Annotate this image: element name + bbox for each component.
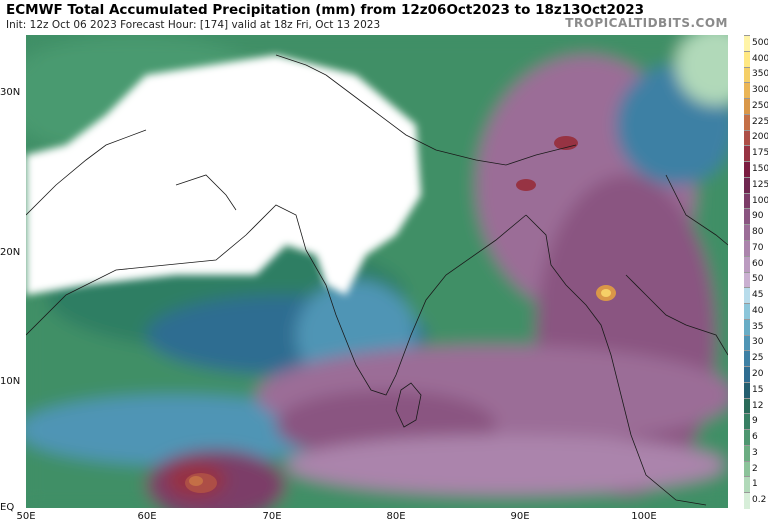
legend-label: 350: [752, 69, 768, 80]
precipitation-map: [26, 35, 728, 508]
credit-watermark: TROPICALTIDBITS.COM: [565, 16, 728, 30]
legend-swatch: [744, 161, 750, 178]
legend-swatch: [744, 239, 750, 257]
legend-label: 40: [752, 305, 764, 316]
legend-swatch: [744, 350, 750, 368]
legend-swatch: [744, 255, 750, 273]
legend-label: 30: [752, 337, 764, 348]
coastlines-borders: [26, 54, 728, 506]
legend-swatch: [744, 66, 750, 84]
legend-swatch: [744, 98, 750, 115]
legend-swatch: [744, 429, 750, 446]
legend-swatch: [744, 413, 750, 431]
legend-label: 50: [752, 274, 764, 285]
precip-color-legend: 500 400 350 300 250 225 200 175 150 125 100 90 80 70 6…: [744, 35, 768, 509]
legend-swatch: [744, 366, 750, 383]
lon-label-70e: 70E: [262, 511, 282, 522]
legend-label: 500: [752, 37, 768, 48]
legend-label: 3: [752, 447, 758, 458]
lon-label-90e: 90E: [510, 511, 530, 522]
legend-label: 60: [752, 258, 764, 269]
heavy-rain-cores: [185, 136, 616, 493]
legend-swatch: [744, 303, 750, 320]
legend-label: 15: [752, 384, 764, 395]
legend-label: 2: [752, 463, 758, 474]
legend-swatch: [744, 460, 750, 478]
legend-swatch: [744, 476, 750, 494]
lon-label-50e: 50E: [16, 511, 36, 522]
legend-swatch: [744, 35, 750, 52]
legend-label: 400: [752, 53, 768, 64]
legend-label: 1: [752, 479, 758, 490]
legend-swatch: [744, 192, 750, 210]
legend-swatch: [744, 50, 750, 68]
legend-label: 12: [752, 400, 764, 411]
legend-label: 250: [752, 100, 768, 111]
legend-label: 200: [752, 132, 768, 143]
legend-swatch: [744, 176, 750, 194]
legend-label: 90: [752, 211, 764, 222]
legend-label: 6: [752, 432, 758, 443]
legend-swatch: [744, 129, 750, 147]
legend-swatch: [744, 208, 750, 226]
legend-swatch: [744, 334, 750, 352]
lat-label-10n: 10N: [0, 376, 21, 387]
legend-label: 300: [752, 85, 768, 96]
lat-label-30n: 30N: [0, 87, 21, 98]
legend-label: 35: [752, 321, 764, 332]
legend-swatch: [744, 271, 750, 289]
lon-label-60e: 60E: [137, 511, 157, 522]
legend-label: 80: [752, 227, 764, 238]
lat-label-20n: 20N: [0, 247, 21, 258]
legend-label: 9: [752, 416, 758, 427]
legend-label: 45: [752, 290, 764, 301]
lat-label-eq: EQ: [0, 502, 15, 513]
legend-label: 100: [752, 195, 768, 206]
legend-swatch: [744, 381, 750, 399]
map-subtitle: Init: 12z Oct 06 2023 Forecast Hour: [17…: [6, 19, 381, 31]
legend-swatch: [744, 318, 750, 336]
legend-label: 150: [752, 164, 768, 175]
legend-label: 175: [752, 148, 768, 159]
legend-label: 70: [752, 242, 764, 253]
legend-swatch: [744, 397, 750, 415]
legend-label: 125: [752, 179, 768, 190]
legend-swatch: [744, 224, 750, 241]
dry-land-region: [26, 55, 421, 295]
legend-swatch: [744, 113, 750, 131]
map-title: ECMWF Total Accumulated Precipitation (m…: [6, 2, 645, 18]
legend-label: 225: [752, 116, 768, 127]
legend-swatch: [744, 444, 750, 462]
legend-label: 0.2: [752, 495, 767, 506]
lon-label-100e: 100E: [631, 511, 657, 522]
legend-swatch: [744, 82, 750, 100]
legend-label: 20: [752, 368, 764, 379]
legend-swatch: [744, 492, 750, 509]
legend-swatch: [744, 145, 750, 163]
legend-label: 25: [752, 353, 764, 364]
lon-label-80e: 80E: [386, 511, 406, 522]
legend-swatch: [744, 287, 750, 305]
